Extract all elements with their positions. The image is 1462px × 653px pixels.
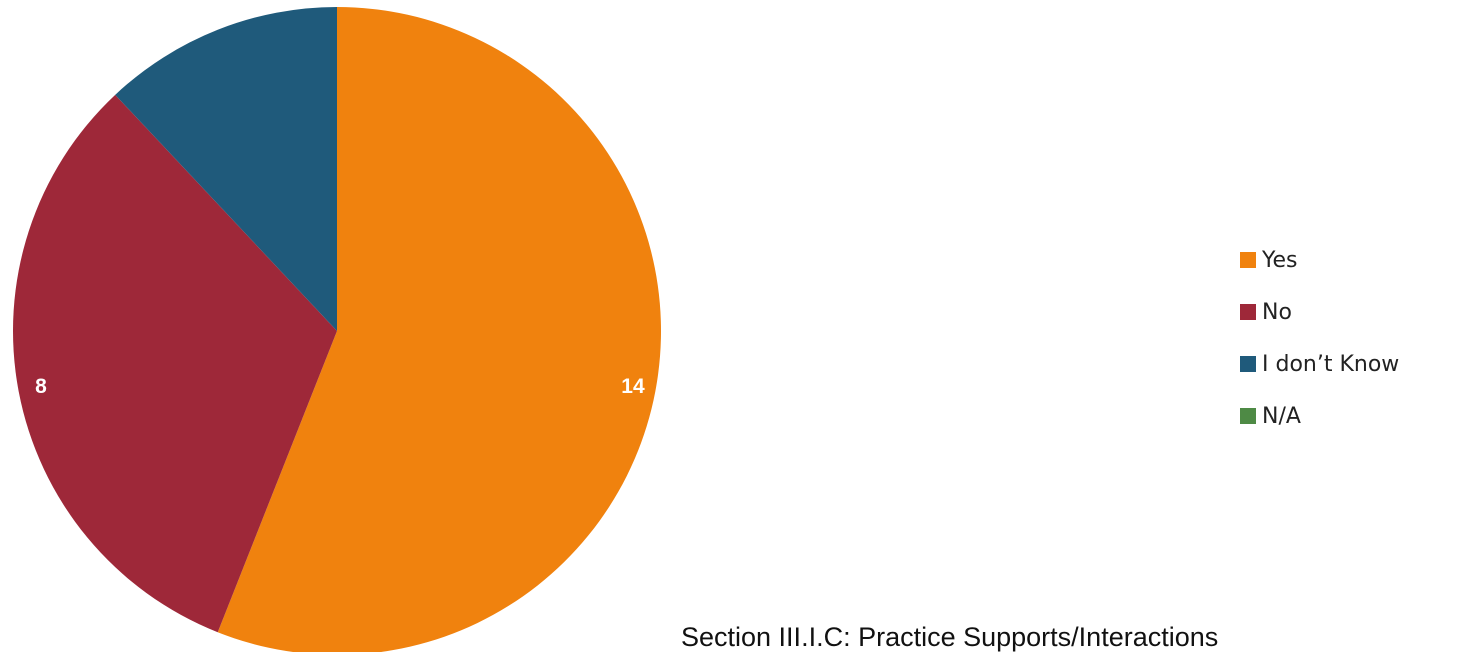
legend-item-no: No — [1240, 286, 1399, 338]
legend-label-dont-know: I don’t Know — [1262, 351, 1400, 377]
legend-label-na: N/A — [1262, 403, 1301, 429]
legend-swatch-yes — [1240, 252, 1256, 268]
pie-slice-i-don-t-know — [115, 7, 337, 331]
legend: Yes No I don’t Know N/A — [1240, 234, 1399, 442]
pie-slice-no — [12, 94, 337, 633]
chart-caption: Section III.I.C: Practice Supports/Inter… — [681, 622, 1219, 652]
legend-label-yes: Yes — [1262, 247, 1298, 273]
pie-slice-yes — [217, 7, 661, 652]
legend-item-dont-know: I don’t Know — [1240, 338, 1399, 390]
data-label-yes: 14 — [621, 375, 645, 398]
legend-item-na: N/A — [1240, 390, 1399, 442]
legend-label-no: No — [1262, 299, 1292, 325]
legend-swatch-na — [1240, 408, 1256, 424]
data-label-no: 8 — [35, 375, 47, 398]
legend-swatch-dont-know — [1240, 356, 1256, 372]
legend-swatch-no — [1240, 304, 1256, 320]
legend-item-yes: Yes — [1240, 234, 1399, 286]
